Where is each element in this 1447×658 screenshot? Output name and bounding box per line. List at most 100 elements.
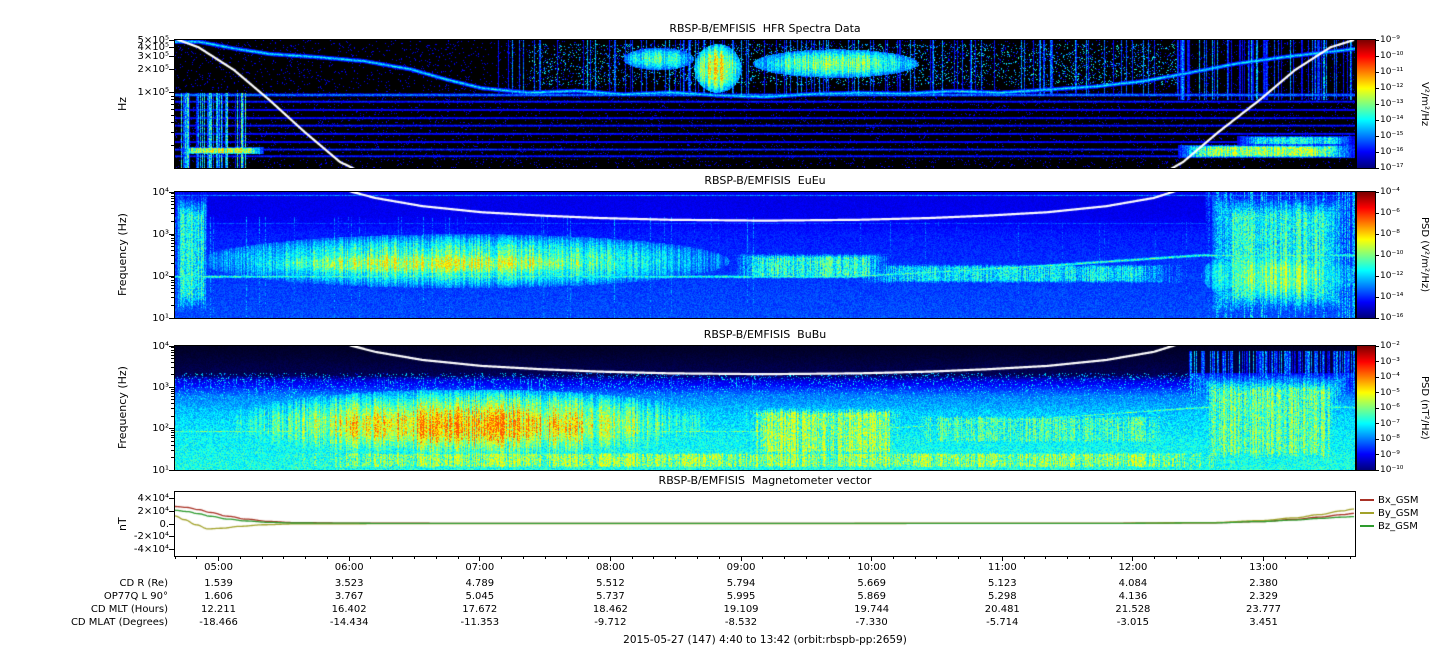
ephemeris-value: 20.481 — [984, 604, 1020, 615]
x-minor-tick-mark — [784, 557, 786, 559]
ephemeris-value: 16.402 — [331, 604, 367, 615]
x-tick-mark — [740, 557, 742, 561]
ephemeris-value: 18.462 — [592, 604, 628, 615]
y-minor-tick-mark — [171, 204, 174, 206]
x-minor-tick-mark — [174, 557, 176, 559]
x-minor-tick-mark — [1110, 557, 1112, 559]
eueu-colorbar — [1356, 191, 1376, 319]
y-tick-label: 4×10⁴ — [137, 492, 169, 504]
legend-item-by: By_GSM — [1360, 508, 1419, 519]
colorbar-tick-label: 10⁻⁵ — [1380, 387, 1400, 398]
colorbar-tick-mark — [1376, 454, 1379, 455]
y-minor-tick-mark — [171, 237, 174, 239]
eueu-spectrogram-canvas[interactable] — [174, 191, 1356, 319]
y-minor-tick-mark — [171, 399, 174, 401]
y-minor-tick-mark — [171, 208, 174, 210]
y-tick-label: 10² — [152, 270, 169, 282]
colorbar-tick-label: 10⁻¹² — [1380, 83, 1404, 93]
y-tick-mark — [169, 549, 174, 551]
y-minor-tick-mark — [171, 393, 174, 395]
colorbar-tick-mark — [1376, 345, 1379, 347]
colorbar-tick-mark — [1376, 135, 1379, 137]
x-tick-label: 12:00 — [1118, 562, 1148, 573]
colorbar-unit-label: V²/m²/Hz — [1419, 81, 1430, 127]
y-minor-tick-mark — [171, 449, 174, 451]
y-minor-tick-mark — [171, 367, 174, 369]
x-minor-tick-mark — [196, 557, 198, 559]
bubu-spectrogram-canvas[interactable] — [174, 345, 1356, 471]
colorbar-unit-label: PSD (nT²/Hz) — [1419, 376, 1430, 440]
hfr-spectrogram-canvas[interactable] — [174, 39, 1356, 169]
hfr-colorbar — [1356, 39, 1376, 169]
colorbar-tick-label: 10⁻¹⁴ — [1380, 292, 1404, 302]
y-minor-tick-mark — [171, 46, 174, 48]
x-minor-tick-mark — [522, 557, 524, 559]
y-tick-mark — [169, 536, 174, 538]
x-minor-tick-mark — [892, 557, 894, 559]
x-tick-mark — [218, 557, 220, 561]
colorbar-tick-label: 10⁻⁹ — [1380, 449, 1400, 460]
ephemeris-value: 5.298 — [987, 591, 1017, 602]
y-minor-tick-mark — [171, 122, 174, 124]
y-minor-tick-mark — [171, 69, 174, 71]
colorbar-tick-mark — [1376, 296, 1379, 298]
colorbar-tick-label: 10⁻⁹ — [1380, 35, 1400, 45]
y-minor-tick-mark — [171, 432, 174, 434]
x-minor-tick-mark — [980, 557, 982, 559]
colorbar-tick-label: 10⁻⁴ — [1380, 372, 1400, 382]
ephemeris-value: 5.737 — [596, 591, 625, 602]
x-minor-tick-mark — [1328, 557, 1330, 559]
colorbar-tick-label: 10⁻¹¹ — [1380, 67, 1404, 77]
bz-line-swatch — [1360, 525, 1374, 527]
colorbar-tick-label: 10⁻¹⁶ — [1380, 147, 1404, 157]
colorbar-tick-mark — [1376, 55, 1379, 57]
y-minor-tick-mark — [171, 403, 174, 405]
colorbar-tick-mark — [1376, 361, 1379, 362]
colorbar-tick-mark — [1376, 317, 1379, 319]
ephemeris-value: 5.045 — [465, 591, 495, 602]
x-minor-tick-mark — [392, 557, 394, 559]
y-minor-tick-mark — [171, 56, 174, 58]
ephemeris-value: 23.777 — [1246, 604, 1282, 615]
ephemeris-value: 5.123 — [987, 578, 1017, 589]
x-minor-tick-mark — [326, 557, 328, 559]
y-minor-tick-mark — [171, 284, 174, 286]
x-minor-tick-mark — [1045, 557, 1047, 559]
x-minor-tick-mark — [370, 557, 372, 559]
y-minor-tick-mark — [171, 434, 174, 436]
y-tick-mark — [169, 428, 174, 430]
colorbar-tick-label: 10⁻¹² — [1380, 271, 1404, 281]
y-tick-label: -2×10⁴ — [133, 531, 169, 543]
colorbar-tick-mark — [1376, 71, 1379, 73]
colorbar-tick-label: 10⁻⁶ — [1380, 403, 1400, 413]
ephemeris-value: 5.995 — [726, 591, 756, 602]
y-minor-tick-mark — [171, 279, 174, 281]
x-tick-label: 13:00 — [1249, 562, 1278, 573]
colorbar-tick-label: 10⁻¹⁰ — [1380, 465, 1404, 475]
colorbar-tick-label: 10⁻¹⁴ — [1380, 115, 1404, 125]
y-tick-label: -4×10⁴ — [133, 544, 169, 556]
colorbar-tick-label: 10⁻² — [1380, 341, 1400, 351]
x-minor-tick-mark — [827, 557, 829, 559]
y-minor-tick-mark — [171, 242, 174, 244]
y-minor-tick-mark — [171, 114, 174, 116]
colorbar-tick-label: 10⁻⁴ — [1380, 187, 1400, 197]
y-minor-tick-mark — [171, 262, 174, 264]
y-minor-tick-mark — [171, 103, 174, 105]
magnetometer-plot-canvas[interactable] — [174, 491, 1356, 557]
y-tick-mark — [169, 523, 174, 525]
colorbar-tick-mark — [1376, 151, 1379, 153]
time-range-caption: 2015-05-27 (147) 4:40 to 13:42 (orbit:rb… — [623, 634, 907, 646]
colorbar-tick-label: 10⁻⁷ — [1380, 418, 1400, 429]
y-minor-tick-mark — [171, 95, 174, 97]
colorbar-tick-label: 10⁻¹⁶ — [1380, 313, 1404, 323]
y-tick-label: 10⁴ — [152, 340, 169, 352]
colorbar-unit-label: PSD (V²/m²/Hz) — [1419, 217, 1430, 293]
y-tick-label: 10³ — [152, 228, 169, 240]
y-minor-tick-mark — [171, 220, 174, 222]
x-minor-tick-mark — [1088, 557, 1090, 559]
x-minor-tick-mark — [413, 557, 415, 559]
colorbar-tick-mark — [1376, 167, 1379, 169]
x-minor-tick-mark — [958, 557, 960, 559]
y-tick-label: 2×10⁵ — [137, 64, 169, 76]
